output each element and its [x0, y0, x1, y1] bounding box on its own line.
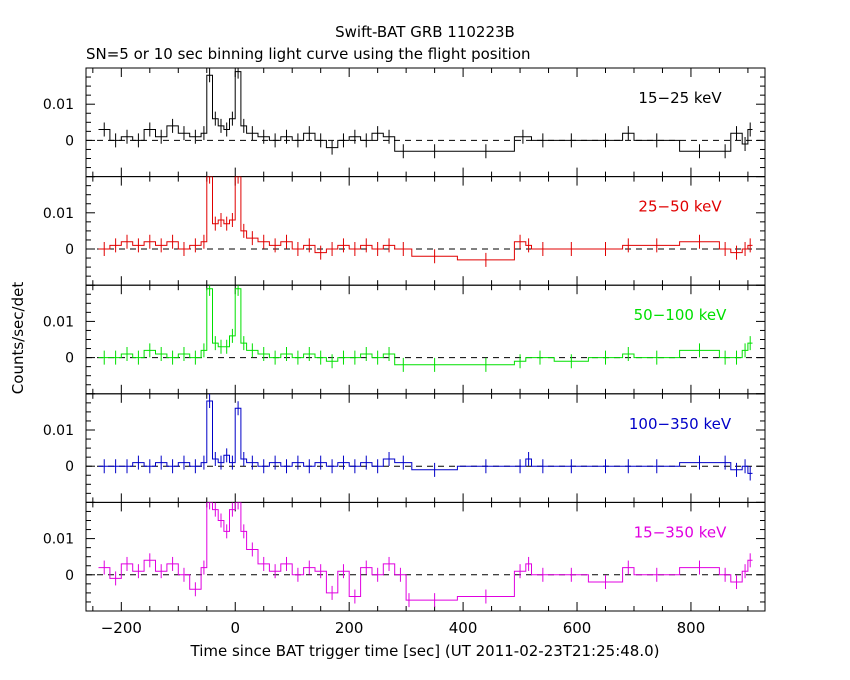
series-line — [98, 502, 753, 601]
error-bars — [103, 285, 751, 372]
error-bars — [103, 394, 751, 481]
x-tick-label: 400 — [449, 619, 478, 637]
error-bars — [103, 68, 751, 159]
series-line — [98, 288, 753, 366]
error-bars — [103, 502, 751, 608]
y-tick-label: 0 — [65, 568, 74, 584]
panels-group: 0 0.01 15−25 keV 0 0.01 25−50 keV 0 0.01 50−100 … — [43, 67, 766, 612]
panel-3: 0 0.01 100−350 keV — [43, 393, 766, 503]
y-tick-label: 0.01 — [43, 206, 74, 222]
panel-0: 0 0.01 15−25 keV — [43, 67, 766, 178]
y-tick-label: 0.01 — [43, 314, 74, 330]
panel-4: 0 0.01 15−350 keV — [43, 501, 766, 612]
error-bars — [103, 176, 751, 267]
panel-frame — [85, 501, 766, 612]
x-tick-label: −200 — [101, 619, 142, 637]
y-tick-label: 0.01 — [43, 423, 74, 439]
band-label: 25−50 keV — [638, 198, 722, 216]
panel-1: 0 0.01 25−50 keV — [43, 176, 766, 286]
y-tick-label: 0 — [65, 459, 74, 475]
x-tick-label: 200 — [335, 619, 364, 637]
panel-frame — [85, 67, 766, 178]
y-tick-label: 0 — [65, 242, 74, 258]
panel-frame — [85, 393, 766, 503]
series-line — [98, 71, 753, 152]
panel-2: 0 0.01 50−100 keV — [43, 284, 766, 395]
band-label: 15−25 keV — [638, 89, 722, 107]
series-line — [98, 176, 753, 261]
chart-title: Swift-BAT GRB 110223B — [335, 23, 515, 41]
chart-subtitle: SN=5 or 10 sec binning light curve using… — [86, 45, 531, 63]
band-label: 50−100 keV — [634, 306, 727, 324]
y-tick-label: 0.01 — [43, 532, 74, 548]
band-label: 100−350 keV — [629, 415, 732, 433]
y-tick-label: 0 — [65, 133, 74, 149]
x-tick-label: 0 — [230, 619, 240, 637]
x-axis-label: Time since BAT trigger time [sec] (UT 20… — [190, 642, 660, 660]
x-tick-label: 600 — [563, 619, 592, 637]
x-tick-label: 800 — [677, 619, 706, 637]
y-tick-label: 0 — [65, 351, 74, 367]
panel-frame — [85, 284, 766, 395]
series-line — [98, 400, 753, 474]
y-axis-label: Counts/sec/det — [9, 282, 27, 395]
x-tick-labels: −200 0 200 400 600 800 — [101, 619, 706, 637]
band-label: 15−350 keV — [634, 523, 727, 541]
panel-frame — [85, 176, 766, 286]
y-tick-label: 0.01 — [43, 97, 74, 113]
